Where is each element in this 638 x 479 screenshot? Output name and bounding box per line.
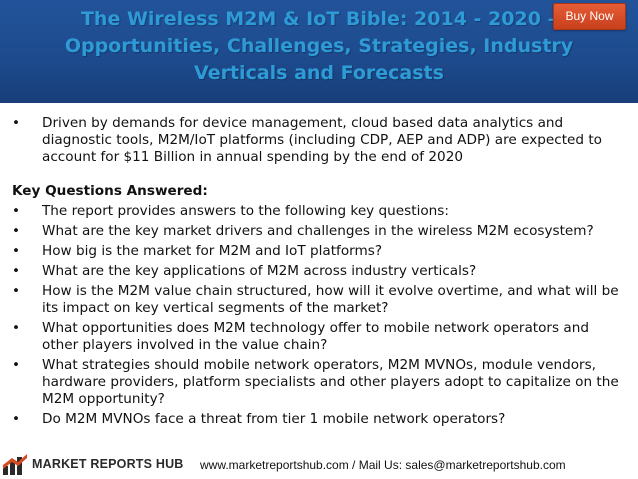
title-banner: The Wireless M2M & IoT Bible: 2014 - 202… — [0, 0, 638, 103]
title-line-3: Verticals and Forecasts — [194, 62, 444, 84]
list-item: • How is the M2M value chain structured, … — [12, 283, 622, 317]
list-item-text: What are the key market drivers and chal… — [42, 223, 594, 239]
bullet-icon: • — [12, 320, 21, 336]
bullet-icon: • — [12, 357, 21, 373]
footer-contact[interactable]: www.marketreportshub.com / Mail Us: sale… — [200, 458, 566, 472]
logo-mark-icon — [3, 454, 27, 475]
bullet-icon: • — [12, 203, 21, 219]
bullet-icon: • — [12, 411, 21, 427]
list-item: • What opportunities does M2M technology … — [12, 320, 622, 354]
title-line-2: Opportunities, Challenges, Strategies, I… — [64, 35, 574, 57]
logo-text: MARKET REPORTS HUB — [32, 457, 184, 471]
list-item-text: The report provides answers to the follo… — [42, 203, 449, 219]
intro-list: • Driven by demands for device management… — [12, 115, 622, 166]
buy-now-button[interactable]: Buy Now — [553, 3, 626, 30]
list-item: • How big is the market for M2M and IoT p… — [12, 243, 622, 260]
bullet-icon: • — [12, 263, 21, 279]
bullet-icon: • — [12, 223, 21, 239]
list-item-text: What strategies should mobile network op… — [42, 357, 619, 407]
list-item: • What are the key market drivers and cha… — [12, 223, 622, 240]
title-line-1: The Wireless M2M & IoT Bible: 2014 - 202… — [80, 8, 558, 30]
bullet-icon: • — [12, 283, 21, 299]
page-title: The Wireless M2M & IoT Bible: 2014 - 202… — [20, 6, 618, 87]
list-item-text: Do M2M MVNOs face a threat from tier 1 m… — [42, 411, 506, 427]
list-item: • Driven by demands for device management… — [12, 115, 622, 166]
list-item: • Do M2M MVNOs face a threat from tier 1 … — [12, 411, 622, 428]
bullet-icon: • — [12, 115, 21, 131]
list-item-text: What are the key applications of M2M acr… — [42, 263, 477, 279]
list-item: • The report provides answers to the foll… — [12, 203, 622, 220]
questions-list: • The report provides answers to the foll… — [12, 203, 622, 428]
list-item: • What strategies should mobile network o… — [12, 357, 622, 408]
list-item-text: Driven by demands for device management,… — [42, 115, 602, 165]
slide-content: • Driven by demands for device management… — [12, 115, 622, 431]
list-item: • What are the key applications of M2M ac… — [12, 263, 622, 280]
list-item-text: How big is the market for M2M and IoT pl… — [42, 243, 383, 259]
section-heading: Key Questions Answered: — [12, 183, 208, 199]
list-item-text: What opportunities does M2M technology o… — [42, 320, 589, 353]
bullet-icon: • — [12, 243, 21, 259]
list-item-text: How is the M2M value chain structured, h… — [42, 283, 619, 316]
footer: MARKET REPORTS HUB www.marketreportshub.… — [0, 452, 638, 479]
